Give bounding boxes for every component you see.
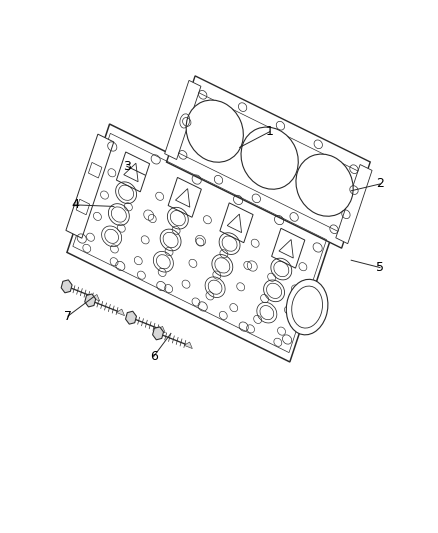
Text: 7: 7 — [64, 310, 72, 322]
Polygon shape — [157, 326, 165, 333]
Polygon shape — [61, 280, 72, 293]
Text: 4: 4 — [71, 198, 79, 212]
Polygon shape — [166, 76, 370, 248]
Polygon shape — [152, 327, 163, 340]
Polygon shape — [76, 199, 90, 215]
Text: 2: 2 — [376, 177, 384, 190]
Polygon shape — [117, 152, 150, 192]
Ellipse shape — [186, 100, 244, 162]
Ellipse shape — [286, 279, 328, 335]
Ellipse shape — [296, 154, 353, 216]
Polygon shape — [88, 163, 102, 178]
Polygon shape — [272, 228, 305, 268]
Polygon shape — [92, 295, 100, 301]
Polygon shape — [85, 294, 95, 307]
Polygon shape — [67, 124, 332, 362]
Polygon shape — [220, 203, 253, 243]
Polygon shape — [168, 177, 201, 217]
Text: 1: 1 — [266, 125, 274, 138]
Text: 3: 3 — [123, 160, 131, 173]
Polygon shape — [66, 134, 114, 238]
Ellipse shape — [241, 127, 298, 189]
Polygon shape — [165, 80, 201, 159]
Polygon shape — [184, 342, 192, 349]
Polygon shape — [126, 311, 137, 324]
Polygon shape — [336, 165, 372, 244]
Text: 5: 5 — [376, 261, 384, 274]
Polygon shape — [117, 309, 124, 316]
Text: 6: 6 — [150, 350, 158, 363]
